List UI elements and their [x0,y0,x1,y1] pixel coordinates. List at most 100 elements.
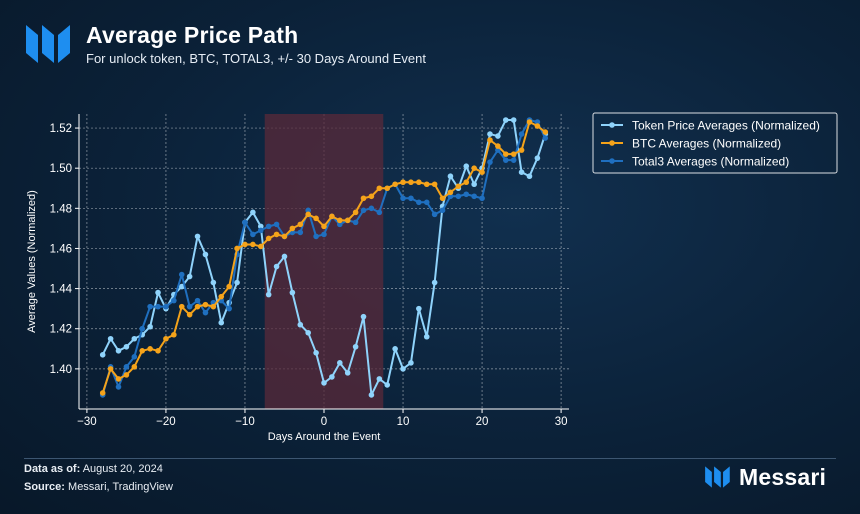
data-point [155,289,161,296]
data-point [171,331,177,338]
chart-title: Average Price Path [86,22,299,48]
x-axis-label: Days Around the Event [268,431,381,443]
data-point [542,129,549,135]
data-point [265,291,272,298]
data-point [495,143,501,149]
data-point [518,147,525,153]
legend-swatch-marker [609,122,615,128]
data-point [297,229,304,236]
data-point [352,343,359,350]
data-point [542,135,549,141]
data-point [273,231,280,238]
data-point [218,293,225,300]
data-point [234,245,240,252]
series-btc [99,119,549,396]
data-point [447,173,454,180]
data-point [487,137,493,143]
data-point [344,217,351,224]
data-point [423,181,430,188]
messari-logo-icon [26,25,70,63]
data-point [479,169,485,175]
data-point [147,345,153,352]
chart-subtitle: For unlock token, BTC, TOTAL3, +/- 30 Da… [86,51,426,66]
data-point [471,181,477,188]
data-point [329,374,335,380]
data-point [376,209,383,216]
data-point [337,360,343,366]
data-point [400,179,406,186]
data-point [400,366,406,372]
data-point [226,305,232,312]
data-point [210,279,217,286]
data-point [305,329,311,336]
source-label: Source: [24,481,65,493]
data-point [329,213,335,220]
data-point [352,219,359,226]
data-point [107,335,114,342]
series-lines [99,117,549,398]
source-value: Messari, TradingView [68,481,173,493]
data-point [131,364,138,370]
data-point [147,303,153,310]
data-point [265,223,272,230]
x-tick-label: −30 [77,416,97,428]
legend: Token Price Averages (Normalized) BTC Ave… [592,112,838,174]
x-tick-label: −10 [235,416,255,428]
data-point [463,179,470,186]
data-point [408,195,414,202]
data-point [360,195,367,202]
data-point [123,343,130,350]
data-as-of-value: August 20, 2024 [82,463,163,475]
data-point [194,233,201,240]
data-point [218,319,225,326]
data-point [384,185,391,192]
data-point [526,173,533,180]
data-point [313,350,319,356]
data-point [171,297,177,304]
data-point [99,352,106,358]
legend-item: Total3 Averages (Normalized) [601,155,789,169]
x-tick-label: 30 [555,416,568,428]
data-point [510,117,517,123]
data-point [344,370,351,376]
legend-swatch-marker [609,140,615,146]
data-point [242,219,248,226]
data-point [202,309,209,316]
grid-lines [79,114,569,409]
data-point [416,199,422,206]
data-point [194,297,201,304]
data-point [273,263,280,270]
y-tick-label: 1.40 [50,364,72,376]
data-point [321,231,327,238]
data-point [495,133,501,139]
data-point [502,117,509,123]
data-point [115,376,122,382]
y-tick-label: 1.50 [50,163,72,175]
footer-divider [24,458,836,459]
legend-item: BTC Averages (Normalized) [601,137,781,151]
data-point [447,189,454,196]
x-tick-label: 20 [476,416,489,428]
data-point [250,209,256,216]
data-as-of: Data as of: August 20, 2024 [24,463,163,475]
data-point [281,233,288,240]
data-point [439,195,446,202]
data-point [352,209,359,216]
legend-label: BTC Averages (Normalized) [632,137,781,151]
y-tick-label: 1.46 [50,243,72,255]
data-point [194,303,201,310]
data-point [186,303,193,310]
data-point [502,157,509,163]
data-point [376,185,383,192]
data-point [178,303,185,310]
data-point [423,333,430,340]
data-point [178,283,185,290]
data-point [534,119,541,125]
data-point [455,193,462,200]
data-point [305,211,311,218]
data-point [321,223,327,230]
data-point [518,169,525,175]
data-point [313,215,319,222]
tick-labels: −30 −20 −10 0 10 20 30 1.40 1.42 1.44 1.46 1.48 1.50… [50,123,568,428]
event-window-highlight [264,114,384,409]
